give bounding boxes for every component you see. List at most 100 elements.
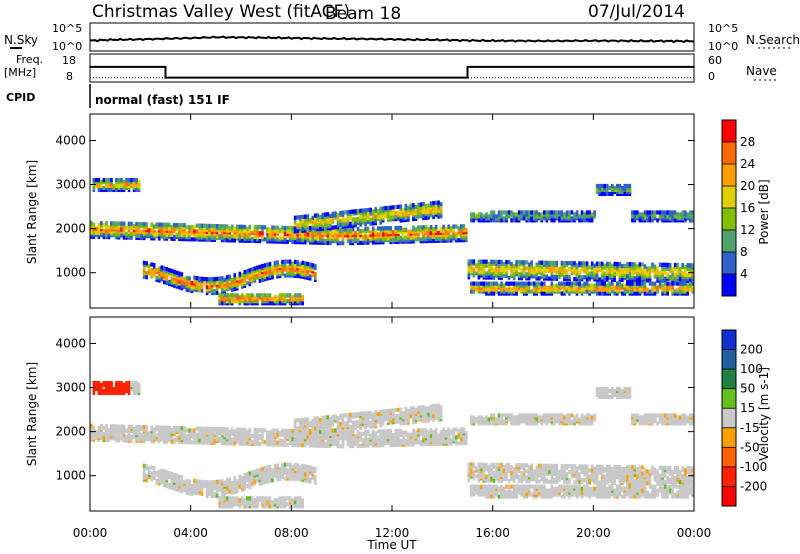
velocity-cell xyxy=(263,428,267,433)
noise-panel-frame xyxy=(89,22,695,52)
power-cell xyxy=(369,217,372,222)
power-cell xyxy=(157,266,161,271)
power-cell xyxy=(633,262,637,267)
power-cell xyxy=(464,228,468,233)
power-cell xyxy=(253,276,257,281)
power-cell xyxy=(537,276,541,281)
velocity-cell xyxy=(266,465,269,470)
power-cell xyxy=(633,210,637,215)
power-cell xyxy=(399,204,403,209)
velocity-cell xyxy=(243,439,247,444)
noise-ytick-top-left: 10^5 xyxy=(52,22,82,35)
power-cell xyxy=(102,232,106,238)
power-cell xyxy=(278,235,282,240)
power-cell xyxy=(165,222,169,227)
velocity-cell xyxy=(298,435,302,440)
power-cell xyxy=(303,261,307,266)
power-cell xyxy=(520,268,523,273)
velocity-cell xyxy=(105,380,108,386)
velocity-cell xyxy=(188,438,191,443)
power-cell xyxy=(595,269,599,274)
power-cell xyxy=(205,277,209,282)
power-cell xyxy=(311,232,315,237)
velocity-cell xyxy=(381,439,385,444)
power-cell xyxy=(666,272,669,277)
power-cell xyxy=(180,229,184,234)
power-cell xyxy=(618,281,622,286)
power-cell xyxy=(384,226,388,231)
power-cell xyxy=(613,261,617,267)
power-cell xyxy=(228,293,232,298)
power-cell xyxy=(162,266,166,271)
power-cell xyxy=(419,206,423,211)
power-cell xyxy=(344,218,347,223)
power-cell xyxy=(160,277,164,282)
velocity-cell xyxy=(301,425,304,430)
velocity-cell xyxy=(301,437,304,442)
colorbar-tick-label: 24 xyxy=(740,157,755,171)
velocity-cell xyxy=(157,469,161,474)
power-cell xyxy=(319,232,322,237)
power-cell xyxy=(276,229,279,234)
power-cell xyxy=(193,237,196,242)
power-cell xyxy=(276,237,279,242)
power-cell xyxy=(122,221,126,226)
velocity-cell xyxy=(140,432,143,438)
velocity-cell xyxy=(313,416,317,421)
velocity-cell xyxy=(188,432,191,437)
power-cell xyxy=(477,212,481,217)
power-cell xyxy=(673,262,677,268)
velocity-cell xyxy=(135,380,138,386)
power-cell xyxy=(361,208,365,213)
velocity-cell xyxy=(331,414,335,419)
velocity-cell xyxy=(366,410,370,416)
power-cell xyxy=(575,263,579,268)
power-cell xyxy=(306,214,310,219)
power-cell xyxy=(150,272,153,277)
velocity-cell xyxy=(336,430,340,435)
velocity-cell xyxy=(160,431,164,436)
power-cell xyxy=(155,230,159,235)
power-cell xyxy=(470,259,473,264)
power-cell xyxy=(278,227,282,232)
velocity-cell xyxy=(341,430,345,435)
power-cell xyxy=(394,235,398,241)
power-cell xyxy=(409,203,413,208)
velocity-cell xyxy=(170,439,174,444)
velocity-cell xyxy=(409,414,413,419)
power-cell xyxy=(507,275,511,281)
velocity-cell xyxy=(97,431,101,437)
power-cell xyxy=(326,240,330,246)
velocity-cell xyxy=(261,500,264,505)
power-cell xyxy=(653,210,657,215)
velocity-cell xyxy=(225,478,229,483)
power-cell xyxy=(150,262,153,267)
power-cell xyxy=(485,259,488,264)
power-cell xyxy=(115,231,118,236)
power-cell xyxy=(389,237,393,243)
power-cell xyxy=(246,280,249,286)
power-cell xyxy=(487,261,491,266)
power-cell xyxy=(130,231,133,236)
power-cell xyxy=(600,275,604,280)
power-cell xyxy=(379,206,383,211)
power-cell xyxy=(459,224,463,229)
power-cell xyxy=(470,265,473,270)
power-cell xyxy=(628,289,632,294)
power-cell xyxy=(598,261,601,266)
velocity-cell xyxy=(160,468,164,473)
power-cell xyxy=(180,272,184,277)
velocity-cell xyxy=(356,437,360,443)
power-cell xyxy=(215,286,219,291)
velocity-cell xyxy=(135,424,138,430)
velocity-cell xyxy=(152,466,156,471)
power-cell xyxy=(266,262,269,267)
power-cell xyxy=(261,225,264,230)
power-cell xyxy=(225,224,229,229)
power-cell xyxy=(258,264,262,269)
power-cell xyxy=(605,183,609,189)
power-cell xyxy=(354,236,357,242)
power-cell xyxy=(160,222,164,227)
power-cell xyxy=(565,268,569,274)
velocity-cell xyxy=(291,436,294,442)
